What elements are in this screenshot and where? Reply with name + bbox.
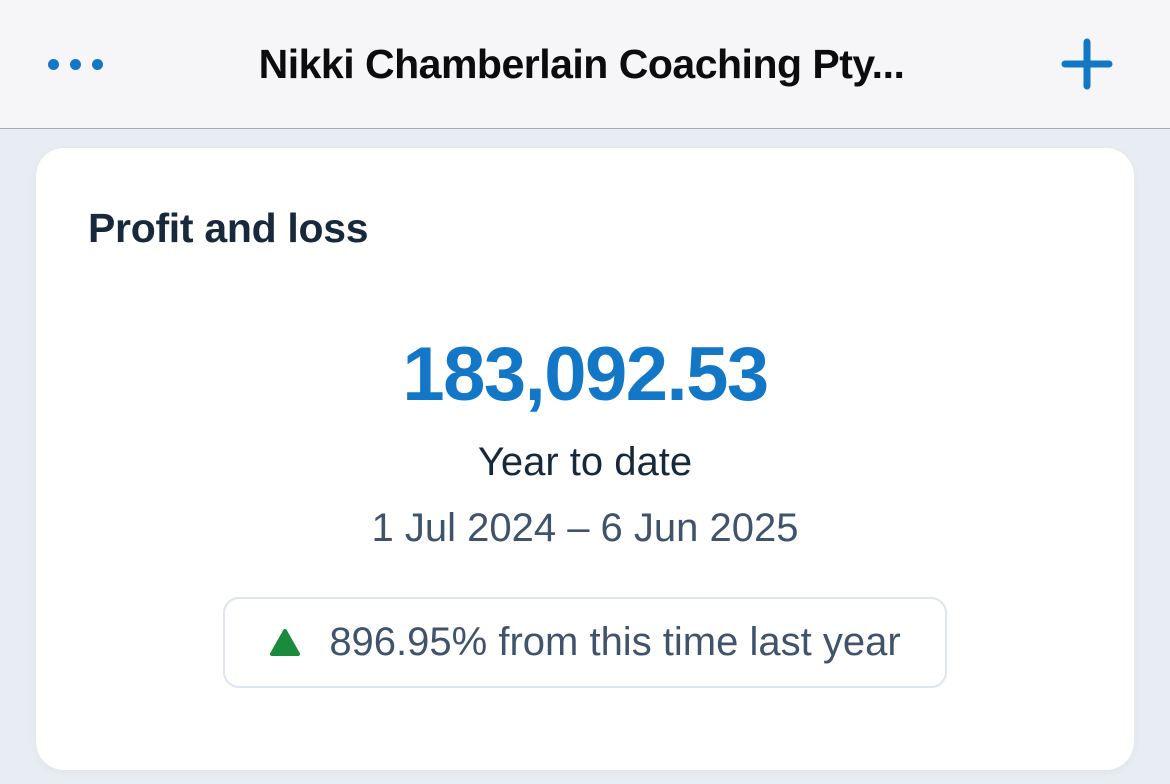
triangle-up-icon: [269, 628, 301, 657]
comparison-row: 896.95% from this time last year: [88, 597, 1082, 688]
date-range: 1 Jul 2024 – 6 Jun 2025: [371, 506, 799, 550]
profit-and-loss-card[interactable]: Profit and loss 183,092.53 Year to date …: [36, 148, 1134, 770]
period-label: Year to date: [477, 440, 693, 484]
plus-icon: [1061, 38, 1113, 90]
top-navigation-bar: Nikki Chamberlain Coaching Pty...: [0, 0, 1170, 129]
comparison-text: 896.95% from this time last year: [329, 620, 901, 664]
dashboard-page: Profit and loss 183,092.53 Year to date …: [0, 129, 1170, 770]
more-menu-button[interactable]: [48, 51, 103, 78]
organisation-title: Nikki Chamberlain Coaching Pty...: [258, 40, 905, 87]
ellipsis-icon: [48, 58, 103, 70]
profit-amount: 183,092.53: [402, 332, 769, 417]
add-button[interactable]: [1060, 37, 1114, 91]
card-title: Profit and loss: [88, 205, 369, 251]
comparison-badge: 896.95% from this time last year: [223, 597, 947, 688]
